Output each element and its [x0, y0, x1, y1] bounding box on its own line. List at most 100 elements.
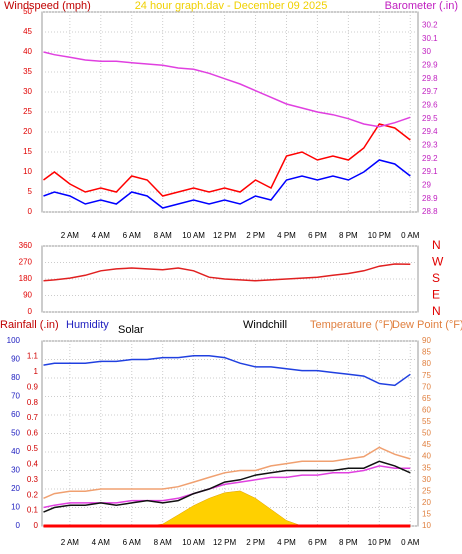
y-tick-label: 15: [422, 510, 431, 519]
series-line: [43, 446, 411, 499]
x-tick-label: 4 PM: [277, 538, 296, 547]
y-tick-label: 29.8: [422, 74, 438, 83]
y-tick-label: 75: [422, 371, 431, 380]
y-tick-label: 60: [11, 410, 20, 419]
y-tick-label: 0: [28, 207, 33, 216]
y-tick-label: 45: [422, 440, 431, 449]
y-tick-label: 10: [422, 521, 431, 530]
y-tick-label: 29.1: [422, 167, 438, 176]
y-tick-label: 0: [28, 307, 33, 316]
y-tick-label: 25: [23, 107, 32, 116]
x-tick-label: 6 AM: [123, 538, 142, 547]
y-tick-label: 29.5: [422, 114, 438, 123]
legend-label: Dew Point (°F): [392, 319, 462, 331]
y-tick-label: 29.4: [422, 127, 438, 136]
y-tick-label: 30: [23, 87, 32, 96]
y-tick-label: N: [432, 238, 441, 252]
x-tick-label: 0 AM: [401, 231, 420, 240]
y-tick-label: 30.1: [422, 34, 438, 43]
x-tick-label: 10 PM: [368, 231, 391, 240]
x-tick-label: 2 PM: [246, 538, 265, 547]
y-tick-label: 30: [11, 466, 20, 475]
y-tick-label: W: [432, 255, 444, 269]
series-line: [43, 263, 411, 282]
series-line: [43, 123, 411, 197]
y-tick-label: 0.5: [27, 444, 39, 453]
y-tick-label: 90: [11, 355, 20, 364]
x-tick-label: 2 AM: [61, 538, 80, 547]
y-tick-label: 20: [422, 498, 431, 507]
y-tick-label: E: [432, 288, 440, 302]
y-tick-label: 0.1: [27, 506, 39, 515]
y-tick-label: 0.7: [27, 413, 39, 422]
x-tick-label: 12 PM: [213, 538, 236, 547]
x-tick-label: 8 AM: [154, 538, 173, 547]
y-tick-label: 70: [11, 392, 20, 401]
y-tick-label: 28.8: [422, 207, 438, 216]
y-tick-label: 1: [34, 367, 39, 376]
y-tick-label: S: [432, 271, 440, 285]
y-tick-label: 90: [422, 336, 431, 345]
series-line: [43, 355, 411, 387]
y-tick-label: 45: [23, 27, 32, 36]
x-tick-label: 4 AM: [92, 538, 111, 547]
legend-label: Solar: [118, 324, 144, 336]
series-line: [43, 159, 411, 209]
x-tick-label: 4 PM: [277, 231, 296, 240]
y-tick-label: 90: [23, 291, 32, 300]
y-tick-label: 25: [422, 486, 431, 495]
y-tick-label: 29.9: [422, 60, 438, 69]
y-tick-label: 0: [34, 521, 39, 530]
y-tick-label: 40: [23, 47, 32, 56]
y-tick-label: 100: [7, 336, 21, 345]
series-line: [43, 51, 411, 128]
legend-label: Barometer (.in): [385, 0, 458, 12]
y-tick-label: 29.3: [422, 140, 438, 149]
y-tick-label: 10: [23, 167, 32, 176]
y-tick-label: 30: [422, 47, 431, 56]
y-tick-label: 28.9: [422, 194, 438, 203]
y-tick-label: 50: [422, 429, 431, 438]
y-tick-label: 50: [11, 429, 20, 438]
y-tick-label: 85: [422, 348, 431, 357]
x-tick-label: 12 PM: [213, 231, 236, 240]
y-tick-label: 1.1: [27, 352, 39, 361]
y-tick-label: 55: [422, 417, 431, 426]
y-tick-label: 40: [11, 447, 20, 456]
y-tick-label: 30: [422, 475, 431, 484]
y-tick-label: 0.8: [27, 398, 39, 407]
y-tick-label: 0: [16, 521, 21, 530]
x-tick-label: 4 AM: [92, 231, 111, 240]
y-tick-label: 29: [422, 180, 431, 189]
x-tick-label: 2 PM: [246, 231, 265, 240]
y-tick-label: 20: [11, 484, 20, 493]
y-tick-label: 29.2: [422, 154, 438, 163]
y-tick-label: 0.4: [27, 459, 39, 468]
y-tick-label: 29.6: [422, 100, 438, 109]
legend-label: Temperature (°F): [310, 319, 393, 331]
y-tick-label: N: [432, 304, 441, 318]
y-tick-label: 60: [422, 405, 431, 414]
y-tick-label: 30.2: [422, 20, 438, 29]
y-tick-label: 270: [19, 258, 33, 267]
y-tick-label: 65: [422, 394, 431, 403]
x-tick-label: 6 PM: [308, 231, 327, 240]
x-tick-label: 10 AM: [182, 538, 205, 547]
x-tick-label: 10 AM: [182, 231, 205, 240]
y-tick-label: 0.6: [27, 429, 39, 438]
legend-label: Windchill: [243, 319, 287, 331]
x-tick-label: 8 PM: [339, 231, 358, 240]
y-tick-label: 80: [422, 359, 431, 368]
series-line: [43, 460, 411, 513]
legend-label: Windspeed (mph): [4, 0, 91, 12]
y-tick-label: 5: [28, 187, 33, 196]
x-tick-label: 0 AM: [401, 538, 420, 547]
y-tick-label: 0.9: [27, 382, 39, 391]
x-tick-label: 2 AM: [61, 231, 80, 240]
x-tick-label: 6 PM: [308, 538, 327, 547]
y-tick-label: 360: [19, 241, 33, 250]
y-tick-label: 80: [11, 373, 20, 382]
plot-area: [41, 11, 419, 213]
x-tick-label: 10 PM: [368, 538, 391, 547]
